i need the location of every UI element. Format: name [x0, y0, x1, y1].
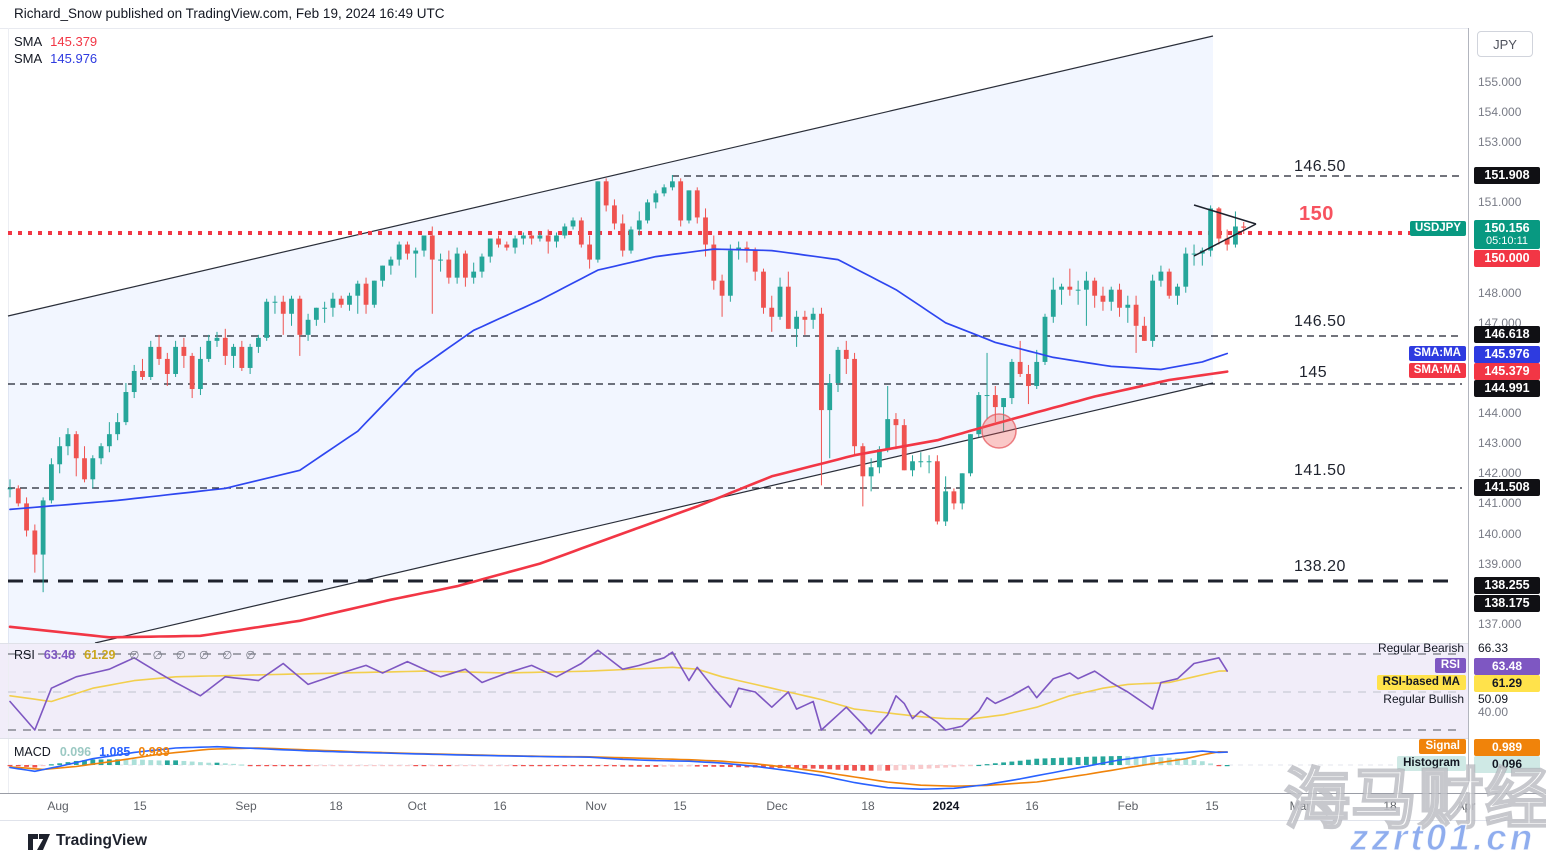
rsi-axis-value: 63.48	[1474, 658, 1540, 675]
price-axis-tick: 143.000	[1478, 436, 1522, 450]
time-axis-separator	[0, 793, 1546, 794]
price-axis-tick: 151.000	[1478, 195, 1522, 209]
macd-signal-value: 0.989	[138, 745, 170, 759]
sma-blue-axis-value: 145.976	[1474, 346, 1540, 363]
level-label-138.20[interactable]: 138.20	[1294, 558, 1346, 575]
price-axis-tick: 155.000	[1478, 75, 1522, 89]
regular-bearish-label: Regular Bearish	[1377, 641, 1464, 655]
level-label-146.50[interactable]: 146.50	[1294, 158, 1346, 175]
macd-hist-value: 0.096	[59, 745, 92, 759]
time-axis-label[interactable]: 2024	[932, 799, 960, 813]
pane-separator-rsi-macd[interactable]	[0, 738, 1468, 739]
last-price-badge: 150.156 05:10:11	[1474, 220, 1540, 249]
pane-left-border	[8, 28, 9, 793]
rsi-legend-label: RSI	[14, 648, 35, 662]
sma-red-axis-value: 145.379	[1474, 363, 1540, 380]
time-axis-label[interactable]: 15	[133, 799, 147, 813]
level-label-150[interactable]: 150	[1299, 203, 1334, 225]
regular-bearish-value: 66.33	[1478, 641, 1509, 655]
sma-blue-label: SMA	[14, 51, 43, 66]
rsi-ma-legend-value: 61.29	[84, 648, 116, 662]
rsi-axis-tag: RSI	[1434, 658, 1466, 673]
regular-bullish-value: 50.09	[1478, 692, 1509, 706]
rsi-ma-axis-value: 61.29	[1474, 675, 1540, 692]
price-axis-black-label: 151.908	[1474, 167, 1540, 184]
time-axis-label[interactable]: Aug	[47, 799, 69, 813]
level-label-146.50[interactable]: 146.50	[1294, 313, 1346, 330]
price-axis-tick: 144.000	[1478, 406, 1522, 420]
time-axis-label[interactable]: Dec	[766, 799, 788, 813]
tradingview-logo-icon[interactable]	[28, 832, 52, 852]
histogram-axis-value: 0.096	[1474, 756, 1540, 773]
symbol-price-tag: USDJPY	[1409, 221, 1466, 236]
regular-bullish-label: Regular Bullish	[1383, 692, 1464, 706]
macd-line-value: 1.085	[99, 745, 131, 759]
price-axis-border	[1468, 28, 1469, 820]
rsi-ma-axis-tag: RSI-based MA	[1376, 675, 1466, 690]
time-axis-label[interactable]: 15	[1205, 799, 1219, 813]
price-axis-tick: 153.000	[1478, 135, 1522, 149]
macd-legend-label: MACD	[14, 745, 51, 759]
last-price-value: 150.156	[1484, 221, 1530, 235]
watermark-cjk: 海马财经	[1283, 761, 1546, 837]
tradingview-brand-text[interactable]: TradingView	[56, 832, 148, 849]
sma-blue-axis-tag: SMA:MA	[1408, 346, 1466, 361]
price-axis-tick: 148.000	[1478, 286, 1522, 300]
price-axis-black-label: 138.175	[1474, 595, 1540, 612]
bar-countdown: 05:10:11	[1485, 235, 1528, 247]
price-axis-black-label: 146.618	[1474, 326, 1540, 343]
price-axis-black-label: 141.508	[1474, 479, 1540, 496]
level-label-145[interactable]: 145	[1299, 364, 1328, 381]
time-axis-label[interactable]: 15	[673, 799, 687, 813]
watermark-url: zzrt01.cn	[1349, 816, 1536, 857]
empty-value-markers: ∅ ∅ ∅ ∅ ∅ ∅	[129, 650, 261, 662]
price-axis-tick: 139.000	[1478, 557, 1522, 571]
time-axis-label[interactable]: Mar	[1289, 799, 1311, 813]
publish-byline: Richard_Snow published on TradingView.co…	[14, 6, 445, 21]
time-axis-label[interactable]: 16	[1025, 799, 1039, 813]
sma-blue-value: 145.976	[50, 51, 98, 66]
price-axis-black-label: 138.255	[1474, 577, 1540, 594]
legend-sma-red-row[interactable]: SMA 145.379	[14, 34, 97, 49]
sma-red-axis-tag: SMA:MA	[1408, 363, 1466, 378]
currency-unit-button[interactable]: JPY	[1477, 31, 1533, 57]
price-axis-tick: 141.000	[1478, 496, 1522, 510]
rsi-legend-value: 63.48	[43, 648, 76, 662]
rsi-pane-background	[0, 644, 1468, 738]
pane-separator-price-rsi[interactable]	[0, 643, 1468, 644]
legend-sma-blue-row[interactable]: SMA 145.976	[14, 51, 97, 66]
time-axis-label[interactable]: Feb	[1117, 799, 1139, 813]
time-axis-label[interactable]: Apr	[1456, 799, 1476, 813]
footer-separator	[0, 820, 1546, 821]
price-axis-black-label: 144.991	[1474, 380, 1540, 397]
histogram-axis-tag: Histogram	[1397, 756, 1466, 771]
time-axis-label[interactable]: 18	[329, 799, 343, 813]
price-axis-tick: 154.000	[1478, 105, 1522, 119]
time-axis-label[interactable]: 16	[493, 799, 507, 813]
time-axis-label[interactable]: Nov	[585, 799, 607, 813]
time-axis-label[interactable]: Sep	[235, 799, 257, 813]
time-axis-label[interactable]: 18	[1383, 799, 1397, 813]
level-label-141.50[interactable]: 141.50	[1294, 462, 1346, 479]
time-axis-label[interactable]: 18	[861, 799, 875, 813]
header-separator	[0, 28, 1546, 29]
price-line-150-badge: 150.000	[1474, 250, 1540, 267]
rsi-axis-tick-40: 40.00	[1478, 705, 1509, 719]
time-axis-label[interactable]: Oct	[407, 799, 427, 813]
price-axis-tick: 140.000	[1478, 527, 1522, 541]
sma-red-value: 145.379	[50, 34, 98, 49]
rsi-legend[interactable]: RSI 63.48 61.29 ∅ ∅ ∅ ∅ ∅ ∅	[14, 648, 261, 662]
macd-legend[interactable]: MACD 0.096 1.085 0.989	[14, 745, 170, 759]
price-axis-tick: 142.000	[1478, 466, 1522, 480]
sma-red-label: SMA	[14, 34, 43, 49]
signal-axis-value: 0.989	[1474, 739, 1540, 756]
price-axis-tick: 137.000	[1478, 617, 1522, 631]
signal-axis-tag: Signal	[1419, 739, 1466, 754]
